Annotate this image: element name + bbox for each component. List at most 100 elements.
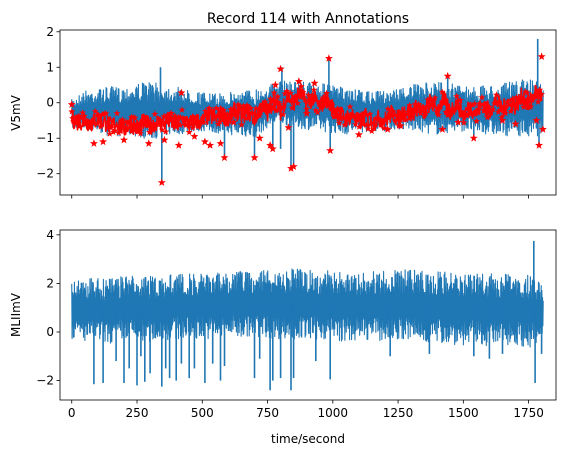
top-annotation-star [285, 96, 292, 104]
bottom-x-tick-label-7: 1750 [513, 406, 544, 420]
top-annotation-star [377, 116, 385, 124]
top-annotation-marker-30 [294, 77, 303, 85]
top-annotation-marker-3 [89, 139, 98, 147]
top-annotation-star [491, 100, 499, 107]
top-annotation-star [484, 113, 491, 121]
top-annotation-star [478, 93, 486, 101]
top-annotation-star [90, 119, 97, 127]
top-annotation-star [332, 113, 339, 120]
top-annotation-star [292, 92, 300, 100]
top-annotation-star [437, 102, 444, 110]
top-annotation-star [308, 92, 316, 99]
top-annotation-star [113, 109, 121, 117]
top-annotation-star [498, 113, 506, 120]
top-annotation-star [115, 129, 123, 136]
top-series-1 [67, 52, 547, 186]
top-annotation-star [187, 120, 195, 128]
top-annotation-star [153, 120, 161, 128]
chart-title: Record 114 with Annotations [207, 11, 409, 27]
top-annotation-star [388, 112, 396, 119]
top-annotation-marker-35 [334, 105, 342, 114]
top-annotation-star [258, 102, 265, 109]
top-annotation-star [178, 106, 186, 113]
top-annotation-star [493, 91, 500, 98]
top-annotation-star [453, 92, 461, 100]
top-annotation-star [518, 93, 526, 101]
top-annotation-star [124, 119, 132, 126]
top-annotation-star [296, 91, 303, 99]
top-annotation-star [343, 115, 350, 122]
bottom-x-tick-label-6: 1500 [448, 406, 479, 420]
top-annotation-star [263, 101, 271, 108]
top-annotation-star [287, 89, 294, 96]
top-annotation-star [259, 106, 267, 114]
top-annotation-star [323, 89, 330, 97]
top-annotation-marker-27 [284, 123, 293, 131]
top-annotation-star [160, 112, 168, 120]
top-annotation-star [250, 117, 258, 125]
top-annotation-star [536, 86, 544, 93]
top-annotation-star [317, 104, 325, 111]
top-annotation-marker-41 [438, 125, 447, 133]
top-annotation-star [503, 98, 511, 105]
top-annotation-marker-48 [524, 95, 533, 103]
top-annotation-star [429, 98, 437, 105]
top-annotation-star [487, 107, 495, 114]
top-annotation-star [344, 116, 352, 123]
top-annotation-star [146, 128, 153, 136]
top-annotation-star [418, 106, 426, 113]
top-annotation-marker-51 [537, 52, 546, 60]
top-annotation-star [88, 117, 96, 124]
top-annotation-star [306, 100, 314, 108]
top-annotation-star [268, 98, 276, 105]
top-annotation-star [81, 112, 88, 119]
top-annotation-star [431, 94, 439, 101]
top-annotation-star [265, 106, 273, 113]
top-annotation-star [278, 104, 285, 112]
top-annotation-star [109, 128, 117, 135]
top-annotation-star [182, 121, 189, 128]
top-annotation-star [151, 110, 159, 118]
top-annotation-star [475, 106, 482, 114]
top-annotation-star [142, 120, 150, 128]
top-annotation-marker-15 [200, 137, 209, 146]
top-axis-ticks: −2 −1 0 1 2 [36, 25, 529, 199]
top-annotation-star [500, 107, 508, 114]
top-annotation-marker-16 [206, 141, 215, 149]
top-annotation-star [169, 117, 177, 124]
top-annotation-star [272, 107, 280, 114]
top-annotation-star [261, 98, 269, 105]
top-annotation-star [534, 98, 542, 105]
top-annotation-star [95, 112, 103, 119]
top-annotation-star [353, 116, 361, 124]
top-annotation-star [476, 102, 484, 109]
top-annotation-star [97, 123, 105, 130]
top-annotation-star [538, 90, 546, 98]
bottom-x-tick-label-2: 500 [191, 406, 214, 420]
top-annotation-star [247, 104, 255, 112]
top-annotation-star [321, 94, 329, 101]
top-annotation-star [167, 109, 175, 117]
top-annotation-star [462, 110, 470, 117]
top-annotation-star [297, 82, 305, 90]
top-annotation-star [458, 111, 466, 119]
top-annotation-marker-28 [287, 164, 295, 172]
top-annotation-star [274, 93, 282, 100]
bottom-x-tick-label-3: 750 [256, 406, 279, 420]
top-annotation-star [355, 123, 363, 130]
top-annotation-star [279, 110, 287, 118]
top-annotation-star [514, 98, 522, 105]
top-annotation-star [212, 104, 220, 112]
bottom-x-tick-label-4: 1000 [318, 406, 349, 420]
top-annotation-star [173, 117, 180, 125]
top-annotation-star [156, 116, 164, 123]
top-annotation-star [337, 115, 345, 122]
top-annotation-star [384, 105, 392, 112]
top-annotation-star [460, 119, 468, 126]
top-annotation-star [70, 117, 77, 125]
top-annotation-star [200, 118, 208, 126]
top-annotation-marker-24 [271, 80, 280, 89]
top-annotation-star [207, 108, 215, 115]
top-annotation-star [520, 103, 527, 110]
